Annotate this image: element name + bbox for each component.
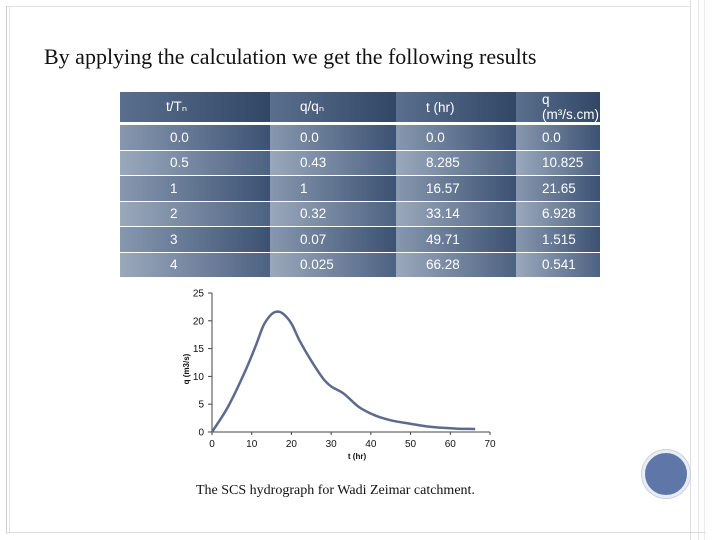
header-discharge: q (m³/s.cm) — [516, 92, 600, 125]
x-axis-label: t (hr) — [348, 452, 367, 461]
chart-ticks: 0 5 10 15 20 25 0 10 20 30 40 50 60 70 — [193, 289, 496, 451]
slide-frame-right — [690, 0, 712, 540]
table-cell: 3 — [120, 226, 270, 252]
slide-frame-left — [6, 6, 10, 534]
y-axis-label: q (m3/s) — [182, 353, 191, 384]
y-tick-label: 5 — [198, 400, 204, 411]
decorative-circle — [642, 450, 690, 498]
table-row: 0.0 0.0 0.0 0.0 — [120, 123, 600, 150]
table-row: 3 0.07 49.71 1.515 — [120, 226, 600, 252]
table-cell: 0.0 — [516, 123, 600, 150]
table-cell: 0.0 — [120, 123, 270, 150]
y-tick-label: 20 — [193, 316, 205, 327]
table-cell: 66.28 — [396, 251, 516, 277]
table-header-row: t/Tₙ q/qₙ t (hr) q (m³/s.cm) — [120, 92, 600, 125]
y-tick-label: 10 — [193, 372, 205, 383]
x-tick-label: 70 — [484, 439, 496, 450]
table-cell: 0.541 — [516, 251, 600, 277]
y-tick-label: 25 — [193, 289, 205, 300]
table-row: 0.5 0.43 8.285 10.825 — [120, 149, 600, 176]
results-table: t/Tₙ q/qₙ t (hr) q (m³/s.cm) 0.0 0.0 0.0… — [120, 92, 600, 277]
table-cell: 49.71 — [396, 226, 516, 252]
x-tick-label: 10 — [246, 439, 258, 450]
table-cell: 0.025 — [270, 251, 396, 277]
table-cell: 33.14 — [396, 200, 516, 227]
x-tick-label: 30 — [326, 439, 338, 450]
table-cell: 10.825 — [516, 149, 600, 176]
slide-frame-bottom — [6, 532, 706, 533]
table-cell: 0.32 — [270, 200, 396, 227]
table-cell: 4 — [120, 251, 270, 277]
table-cell: 1.515 — [516, 226, 600, 252]
slide-title: By applying the calculation we get the f… — [44, 44, 537, 69]
hydrograph-line — [210, 310, 476, 433]
x-tick-label: 50 — [405, 439, 417, 450]
table-row: 4 0.025 66.28 0.541 — [120, 251, 600, 277]
table-cell: 0.43 — [270, 149, 396, 176]
header-q-ratio: q/qₙ — [270, 92, 396, 125]
table-cell: 0.5 — [120, 149, 270, 176]
table-cell: 6.928 — [516, 200, 600, 227]
table-cell: 16.57 — [396, 175, 516, 201]
table-row: 1 1 16.57 21.65 — [120, 175, 600, 201]
table-cell: 21.65 — [516, 175, 600, 201]
x-tick-label: 40 — [365, 439, 377, 450]
chart-caption: The SCS hydrograph for Wadi Zeimar catch… — [196, 483, 475, 498]
chart-axes — [211, 293, 490, 433]
table-cell: 1 — [120, 175, 270, 201]
slide-frame-top — [6, 6, 690, 7]
header-t-ratio: t/Tₙ — [120, 92, 270, 125]
header-time: t (hr) — [396, 92, 516, 125]
table-cell: 0.07 — [270, 226, 396, 252]
table-cell: 1 — [270, 175, 396, 201]
table-cell: 0.0 — [270, 123, 396, 150]
x-tick-label: 20 — [286, 439, 298, 450]
y-tick-label: 15 — [193, 344, 205, 355]
chart-series — [210, 310, 476, 433]
x-tick-label: 0 — [209, 439, 215, 450]
table-row: 2 0.32 33.14 6.928 — [120, 200, 600, 227]
y-tick-label: 0 — [198, 428, 204, 439]
table-cell: 8.285 — [396, 149, 516, 176]
x-tick-label: 60 — [445, 439, 457, 450]
table-cell: 2 — [120, 200, 270, 227]
table-cell: 0.0 — [396, 123, 516, 150]
